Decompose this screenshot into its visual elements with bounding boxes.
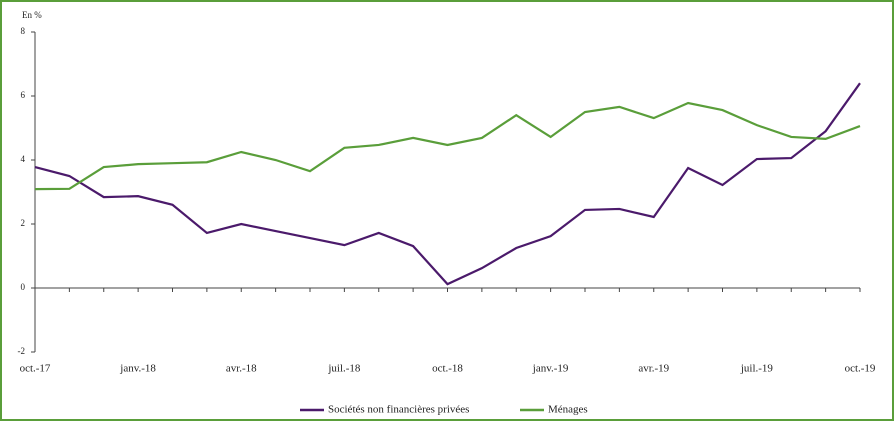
legend-label: Sociétés non financières privées (328, 404, 469, 416)
x-tick-label: juil.-19 (740, 363, 774, 375)
y-tick-label: 4 (21, 154, 26, 164)
x-tick-label: janv.-19 (532, 363, 569, 375)
y-tick-label: -2 (18, 346, 26, 356)
x-tick-label: oct.-17 (20, 363, 51, 375)
y-tick-label: 2 (21, 218, 26, 228)
y-axis-label: En % (22, 10, 42, 20)
x-tick-label: oct.-18 (432, 363, 463, 375)
y-tick-label: 8 (21, 26, 26, 36)
y-tick-label: 6 (21, 90, 26, 100)
x-tick-label: oct.-19 (845, 363, 876, 375)
x-tick-label: avr.-18 (226, 363, 257, 375)
x-tick-label: avr.-19 (638, 363, 669, 375)
y-tick-label: 0 (21, 282, 26, 292)
series-line (34, 82, 861, 286)
series-line (34, 101, 861, 191)
x-tick-label: juil.-18 (327, 363, 361, 375)
legend-label: Ménages (548, 404, 588, 416)
x-tick-label: janv.-18 (119, 363, 156, 375)
